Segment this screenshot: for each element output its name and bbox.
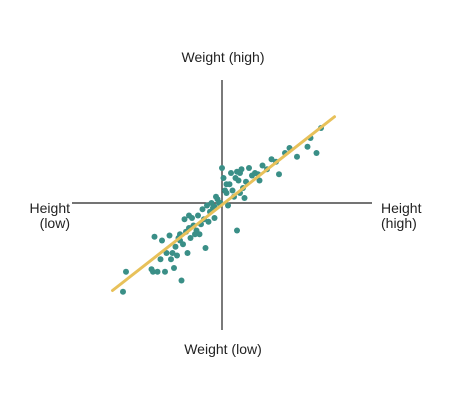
data-point — [246, 165, 252, 171]
data-point — [235, 177, 242, 184]
data-point — [174, 252, 180, 259]
data-point — [150, 268, 156, 275]
data-point — [159, 237, 165, 244]
right-axis-label: Height (high) — [381, 201, 441, 231]
data-point — [259, 162, 266, 169]
right-axis-label-line2: (high) — [381, 215, 417, 231]
data-point — [294, 153, 300, 160]
data-point — [157, 256, 164, 263]
data-point — [151, 233, 158, 240]
data-point — [304, 143, 311, 150]
top-axis-label: Weight (high) — [181, 49, 265, 65]
data-point — [225, 202, 231, 209]
data-point — [120, 288, 126, 295]
data-point — [184, 250, 191, 256]
data-point — [166, 232, 173, 239]
data-point — [223, 190, 230, 196]
data-point — [196, 231, 203, 238]
data-point — [180, 241, 186, 248]
data-point — [229, 187, 236, 194]
data-point — [181, 216, 188, 223]
data-point — [163, 250, 170, 256]
data-point — [241, 195, 248, 201]
data-point — [162, 268, 168, 275]
data-point — [202, 245, 209, 251]
data-point — [199, 206, 206, 213]
data-point — [276, 171, 282, 178]
data-point — [195, 212, 201, 219]
right-axis-label-line1: Height — [381, 200, 422, 216]
data-point — [211, 215, 218, 221]
data-point — [154, 268, 161, 275]
data-point — [205, 218, 212, 225]
data-point — [186, 212, 192, 219]
data-point — [256, 177, 263, 184]
trend-line — [111, 115, 336, 292]
data-point — [178, 277, 185, 284]
data-point — [219, 165, 225, 171]
data-point — [238, 166, 245, 173]
data-point — [123, 268, 129, 275]
data-point — [313, 150, 320, 156]
data-point — [220, 175, 227, 181]
bottom-axis-label: Weight (low) — [184, 341, 262, 357]
data-point — [168, 256, 174, 263]
data-point — [223, 181, 230, 188]
left-axis-label-line2: (low) — [39, 215, 70, 231]
data-point — [172, 243, 179, 250]
data-point — [187, 235, 194, 241]
data-point — [268, 156, 275, 163]
data-point — [204, 202, 210, 209]
left-axis-label-line1: Height — [29, 200, 70, 216]
left-axis-label: Height (low) — [10, 201, 70, 231]
data-point — [171, 265, 177, 271]
data-point — [234, 227, 240, 234]
data-point — [169, 250, 176, 256]
data-point — [228, 170, 234, 176]
